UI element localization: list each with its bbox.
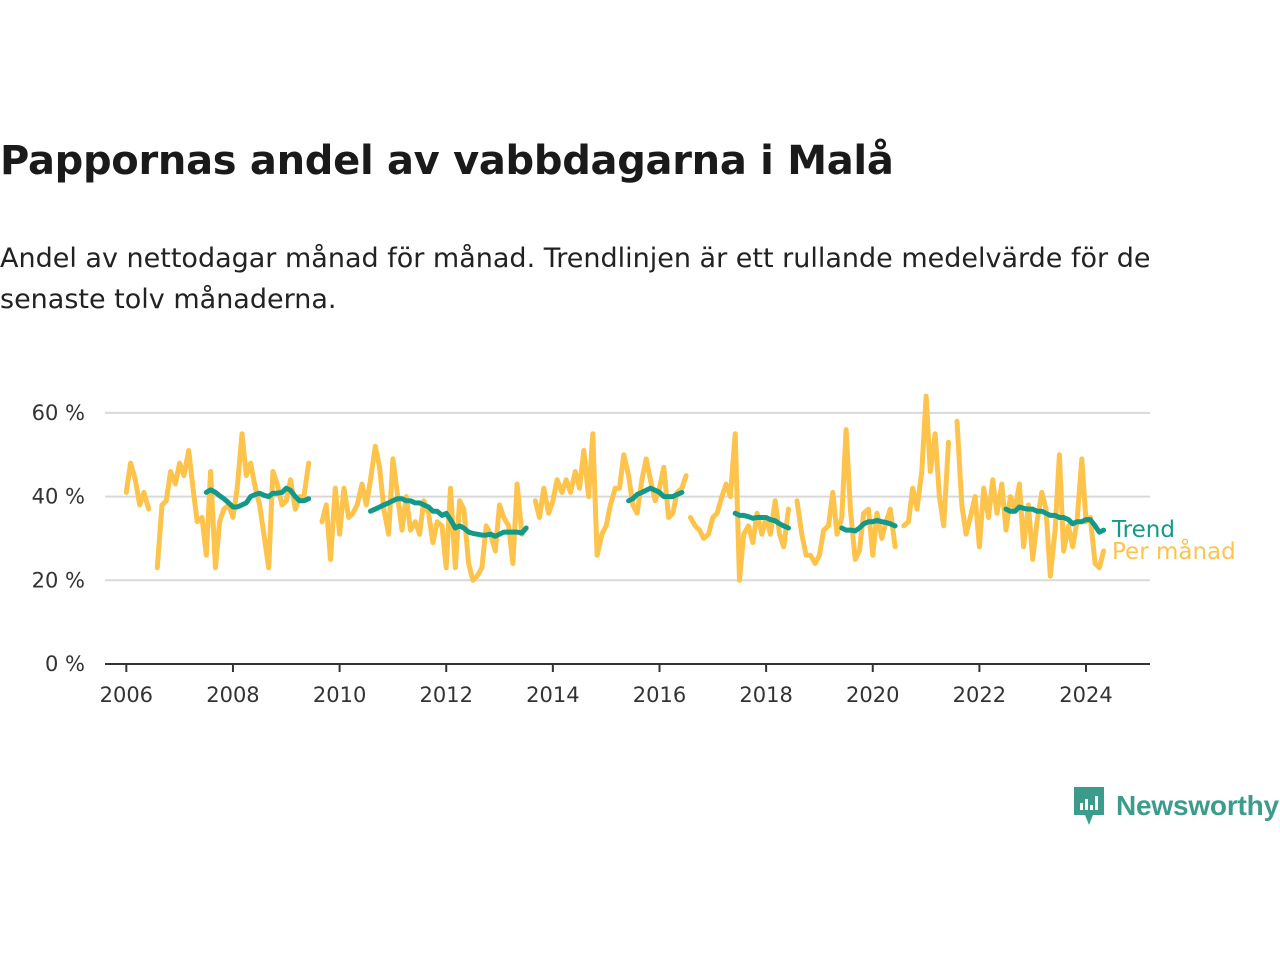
x-tick-label: 2016 — [633, 683, 686, 707]
x-tick-label: 2022 — [953, 683, 1006, 707]
y-tick-label: 0 % — [45, 652, 85, 676]
x-tick-label: 2020 — [846, 683, 899, 707]
series-line-trend — [839, 517, 898, 534]
chart-subtitle: Andel av nettodagar månad för månad. Tre… — [0, 243, 1151, 315]
newsworthy-logo: Newsworthy — [1072, 784, 1279, 828]
series-layer — [123, 393, 1107, 583]
x-tick-label: 2012 — [419, 683, 472, 707]
x-tick-label: 2010 — [313, 683, 366, 707]
series-line-trend — [203, 485, 312, 510]
x-tick-label: 2018 — [739, 683, 792, 707]
series-line-monthly — [319, 443, 525, 583]
legend-label-trend: Trend — [1111, 517, 1175, 543]
x-axis: 2006 2008 2010 2012 2014 2016 2018 2020 2022 2024 — [100, 664, 1113, 707]
series-line-monthly — [154, 431, 312, 571]
newsworthy-logo-icon — [1074, 787, 1104, 825]
y-axis: 0 % 20 % 40 % 60 % — [32, 401, 85, 676]
series-line-trend — [626, 485, 685, 504]
y-tick-label: 40 % — [32, 485, 85, 509]
series-line-trend — [732, 510, 791, 531]
x-tick-label: 2024 — [1059, 683, 1112, 707]
series-line-monthly — [532, 431, 689, 558]
series-line-monthly — [687, 431, 791, 583]
series-line-trend — [1003, 504, 1107, 535]
newsworthy-logo-text: Newsworthy — [1116, 790, 1279, 821]
series-line-monthly — [901, 393, 951, 529]
legend-label-monthly: Per månad — [1112, 537, 1236, 565]
series-line-trend — [368, 496, 529, 539]
x-tick-label: 2014 — [526, 683, 579, 707]
x-tick-label: 2006 — [100, 683, 153, 707]
y-tick-label: 60 % — [32, 401, 85, 425]
chart-title: Pappornas andel av vabbdagarna i Malå — [0, 138, 894, 184]
series-line-monthly — [123, 460, 152, 512]
y-tick-label: 20 % — [32, 568, 85, 592]
x-tick-label: 2008 — [206, 683, 259, 707]
series-line-monthly — [954, 418, 1107, 579]
